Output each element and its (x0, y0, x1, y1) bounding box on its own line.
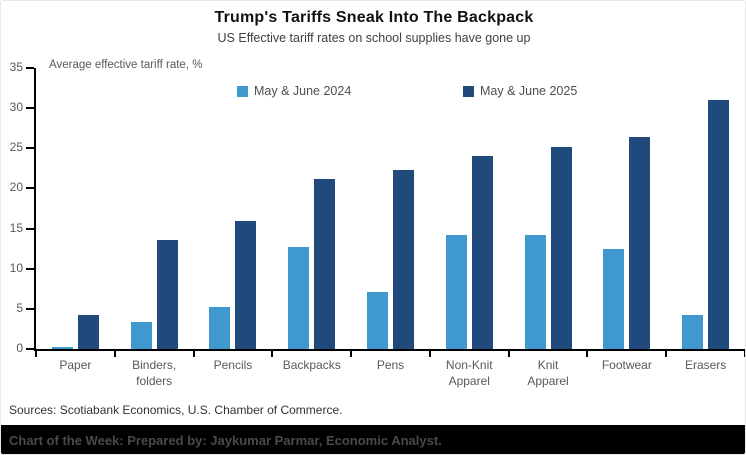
y-axis-caption: Average effective tariff rate, % (49, 59, 203, 71)
x-category-label-knit: Knit Apparel (527, 358, 569, 388)
x-tick (428, 351, 431, 357)
bar-2025-paper (77, 315, 99, 349)
y-tick (26, 267, 34, 270)
y-tick-label: 10 (9, 260, 23, 275)
bar-2024-binders (130, 321, 152, 349)
bar-2025-non-knit (471, 156, 493, 349)
x-tick (271, 351, 274, 357)
chart-title: Trump's Tariffs Sneak Into The Backpack (214, 9, 534, 26)
bar-2025-pens (393, 169, 414, 349)
legend-label-2025: May & June 2025 (480, 84, 578, 98)
x-tick (586, 351, 589, 357)
y-tick (26, 227, 34, 230)
x-tick (744, 351, 745, 357)
bar-2024-erasers (682, 315, 704, 349)
bar-2025-binders (156, 239, 178, 349)
bar-2024-paper (51, 347, 73, 349)
legend-swatch-2024-icon (237, 85, 248, 97)
x-category-label-binders: Binders, folders (132, 358, 177, 388)
bar-2025-footwear (629, 137, 651, 349)
x-tick (192, 351, 195, 357)
sources-note: Sources: Scotiabank Economics, U.S. Cham… (9, 403, 343, 417)
chart-subtitle: US Effective tariff rates on school supp… (217, 31, 531, 45)
y-tick-label: 20 (9, 180, 23, 195)
x-axis-line (34, 349, 745, 351)
y-tick-label: 25 (9, 140, 23, 155)
y-tick-label: 35 (9, 60, 23, 74)
legend-swatch-2025-icon (463, 85, 474, 97)
y-tick-label: 15 (9, 220, 23, 235)
x-category-label-pens: Pens (376, 358, 405, 372)
x-tick (35, 351, 37, 357)
y-tick (26, 187, 34, 190)
y-tick-label: 0 (16, 341, 23, 355)
x-category-label-pencils: Pencils (213, 358, 253, 372)
x-tick (113, 351, 116, 357)
legend-label-2024: May & June 2024 (254, 84, 352, 98)
bar-2025-pencils (235, 220, 257, 349)
bar-2024-pens (367, 291, 388, 349)
x-category-label-non-knit: Non-Knit Apparel (445, 358, 493, 388)
y-tick (26, 107, 34, 110)
x-category-label-backpacks: Backpacks (282, 358, 341, 372)
bar-2025-erasers (708, 100, 730, 349)
legend-item-2024: May & June 2024 (237, 84, 351, 98)
y-tick (26, 147, 34, 150)
footer-banner-text: Chart of the Week: Prepared by: Jaykumar… (9, 433, 442, 448)
y-tick-label: 30 (9, 100, 23, 115)
bar-2024-pencils (209, 307, 231, 349)
bar-2024-non-knit (445, 234, 467, 349)
bar-2025-backpacks (314, 178, 336, 349)
bar-2024-knit (524, 234, 546, 349)
y-tick-label: 5 (16, 300, 23, 315)
y-axis-line (34, 68, 36, 351)
x-tick (665, 351, 668, 357)
x-category-label-paper: Paper (59, 358, 92, 372)
bar-2024-backpacks (288, 247, 310, 349)
footer-bar: Chart of the Week: Prepared by: Jaykumar… (1, 425, 745, 454)
x-tick (507, 351, 510, 357)
y-tick (26, 307, 34, 310)
x-category-label-footwear: Footwear (601, 358, 652, 372)
bar-2025-knit (550, 147, 572, 349)
x-category-label-erasers: Erasers (684, 358, 727, 372)
x-tick (350, 351, 353, 357)
bar-2024-footwear (603, 249, 625, 349)
y-tick (26, 67, 34, 69)
legend-item-2025: May & June 2025 (463, 84, 577, 98)
y-tick (26, 348, 34, 350)
